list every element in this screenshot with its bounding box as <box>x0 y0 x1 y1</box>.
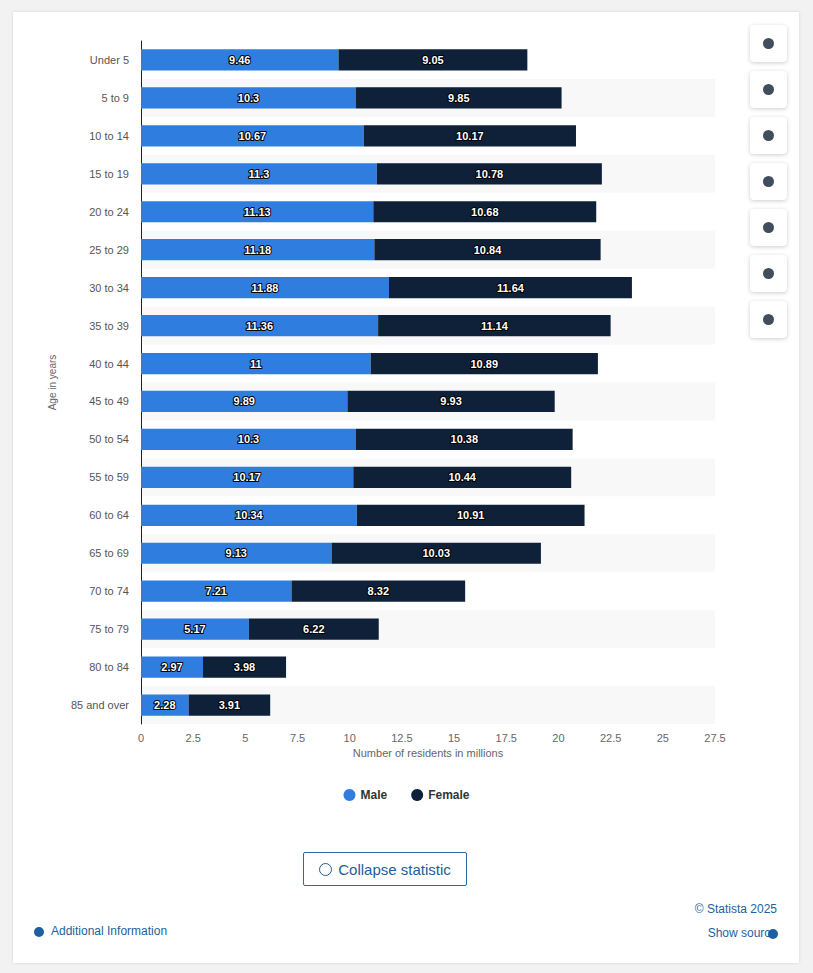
svg-text:10.38: 10.38 <box>451 433 479 445</box>
svg-text:7.5: 7.5 <box>290 732 305 744</box>
svg-text:10.3: 10.3 <box>238 92 259 104</box>
svg-text:65 to 69: 65 to 69 <box>89 547 129 559</box>
svg-text:40 to 44: 40 to 44 <box>89 358 129 370</box>
svg-text:3.91: 3.91 <box>219 699 240 711</box>
svg-text:75 to 79: 75 to 79 <box>89 623 129 635</box>
svg-text:9.89: 9.89 <box>234 395 255 407</box>
svg-text:9.85: 9.85 <box>448 92 469 104</box>
svg-text:5 to 9: 5 to 9 <box>101 92 129 104</box>
svg-text:5: 5 <box>242 732 248 744</box>
html-text:Additional Information: Additional Information <box>51 924 168 938</box>
svg-text:10.17: 10.17 <box>233 471 261 483</box>
svg-text:10.3: 10.3 <box>238 433 259 445</box>
svg-text:10 to 14: 10 to 14 <box>89 130 129 142</box>
svg-text:11.64: 11.64 <box>497 282 525 294</box>
svg-text:9.05: 9.05 <box>422 54 443 66</box>
svg-text:20 to 24: 20 to 24 <box>89 206 129 218</box>
svg-text:9.93: 9.93 <box>440 395 461 407</box>
svg-text:9.13: 9.13 <box>226 547 247 559</box>
svg-text:10: 10 <box>344 732 356 744</box>
svg-text:20: 20 <box>552 732 564 744</box>
svg-text:10.91: 10.91 <box>457 509 485 521</box>
svg-text:10.84: 10.84 <box>474 244 502 256</box>
svg-text:8.32: 8.32 <box>368 585 389 597</box>
svg-text:25: 25 <box>657 732 669 744</box>
svg-text:11.13: 11.13 <box>244 206 271 218</box>
html-text:Show source: Show source <box>707 926 777 940</box>
svg-text:50 to 54: 50 to 54 <box>89 433 129 445</box>
svg-text:11.18: 11.18 <box>244 244 271 256</box>
svg-text:35 to 39: 35 to 39 <box>89 320 129 332</box>
svg-text:60 to 64: 60 to 64 <box>89 509 129 521</box>
svg-text:17.5: 17.5 <box>496 732 517 744</box>
svg-text:11.3: 11.3 <box>249 168 270 180</box>
svg-text:Under 5: Under 5 <box>90 54 129 66</box>
svg-text:10.03: 10.03 <box>422 547 450 559</box>
svg-text:6.22: 6.22 <box>303 623 324 635</box>
html-text:© Statista 2025: © Statista 2025 <box>694 902 777 916</box>
svg-text:9.46: 9.46 <box>229 54 250 66</box>
html-text:Collapse statistic: Collapse statistic <box>338 861 451 878</box>
svg-text:10.68: 10.68 <box>471 206 499 218</box>
svg-text:0: 0 <box>138 732 144 744</box>
svg-text:7.21: 7.21 <box>206 585 227 597</box>
svg-text:27.5: 27.5 <box>704 732 725 744</box>
svg-text:22.5: 22.5 <box>600 732 621 744</box>
svg-text:15 to 19: 15 to 19 <box>89 168 129 180</box>
svg-text:85 and over: 85 and over <box>71 699 129 711</box>
svg-text:Number of residents in million: Number of residents in millions <box>353 747 504 759</box>
svg-text:2.5: 2.5 <box>186 732 201 744</box>
svg-text:Male: Male <box>360 788 387 802</box>
svg-text:30 to 34: 30 to 34 <box>89 282 129 294</box>
svg-text:Female: Female <box>428 788 470 802</box>
svg-text:70 to 74: 70 to 74 <box>89 585 129 597</box>
svg-text:12.5: 12.5 <box>391 732 412 744</box>
svg-text:11.14: 11.14 <box>481 320 509 332</box>
svg-text:10.34: 10.34 <box>235 509 263 521</box>
svg-text:2.28: 2.28 <box>154 699 175 711</box>
svg-text:11.88: 11.88 <box>252 282 279 294</box>
svg-text:80 to 84: 80 to 84 <box>89 661 129 673</box>
svg-text:15: 15 <box>448 732 460 744</box>
svg-text:2.97: 2.97 <box>161 661 182 673</box>
svg-text:55 to 59: 55 to 59 <box>89 471 129 483</box>
svg-text:10.89: 10.89 <box>470 358 498 370</box>
svg-text:45 to 49: 45 to 49 <box>89 395 129 407</box>
svg-text:10.67: 10.67 <box>239 130 267 142</box>
svg-text:Age in years: Age in years <box>47 355 58 411</box>
svg-text:11.36: 11.36 <box>246 320 273 332</box>
svg-text:10.44: 10.44 <box>448 471 476 483</box>
svg-text:5.17: 5.17 <box>184 623 205 635</box>
svg-text:25 to 29: 25 to 29 <box>89 244 129 256</box>
svg-text:11: 11 <box>250 358 262 370</box>
svg-text:10.78: 10.78 <box>476 168 504 180</box>
svg-text:10.17: 10.17 <box>456 130 484 142</box>
svg-text:3.98: 3.98 <box>234 661 255 673</box>
